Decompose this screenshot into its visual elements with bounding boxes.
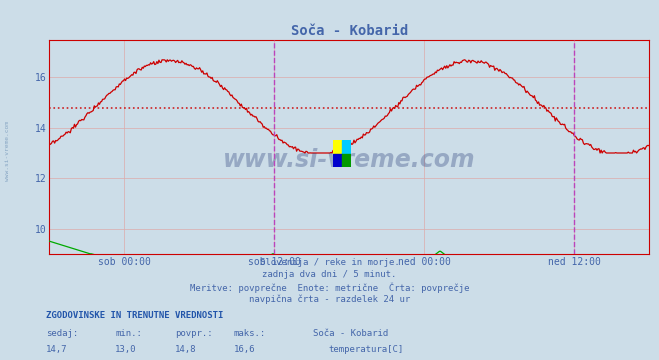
Text: zadnja dva dni / 5 minut.: zadnja dva dni / 5 minut.	[262, 270, 397, 279]
Bar	[333, 140, 342, 154]
Text: Slovenija / reke in morje.: Slovenija / reke in morje.	[260, 258, 399, 267]
Bar	[342, 140, 351, 154]
Bar	[333, 154, 342, 167]
Text: 14,8: 14,8	[175, 345, 196, 354]
Text: www.si-vreme.com: www.si-vreme.com	[5, 121, 11, 181]
Text: 13,0: 13,0	[115, 345, 137, 354]
Text: povpr.:: povpr.:	[175, 329, 212, 338]
Text: 14,7: 14,7	[46, 345, 68, 354]
Text: ZGODOVINSKE IN TRENUTNE VREDNOSTI: ZGODOVINSKE IN TRENUTNE VREDNOSTI	[46, 311, 223, 320]
Text: maks.:: maks.:	[234, 329, 266, 338]
Text: www.si-vreme.com: www.si-vreme.com	[223, 148, 476, 172]
Text: temperatura[C]: temperatura[C]	[328, 345, 403, 354]
Bar	[342, 154, 351, 167]
Text: Meritve: povprečne  Enote: metrične  Črta: povprečje: Meritve: povprečne Enote: metrične Črta:…	[190, 283, 469, 293]
Text: min.:: min.:	[115, 329, 142, 338]
Title: Soča - Kobarid: Soča - Kobarid	[291, 24, 408, 39]
Text: 16,6: 16,6	[234, 345, 256, 354]
Text: sedaj:: sedaj:	[46, 329, 78, 338]
Text: Soča - Kobarid: Soča - Kobarid	[313, 329, 388, 338]
Text: navpična črta - razdelek 24 ur: navpična črta - razdelek 24 ur	[249, 295, 410, 304]
